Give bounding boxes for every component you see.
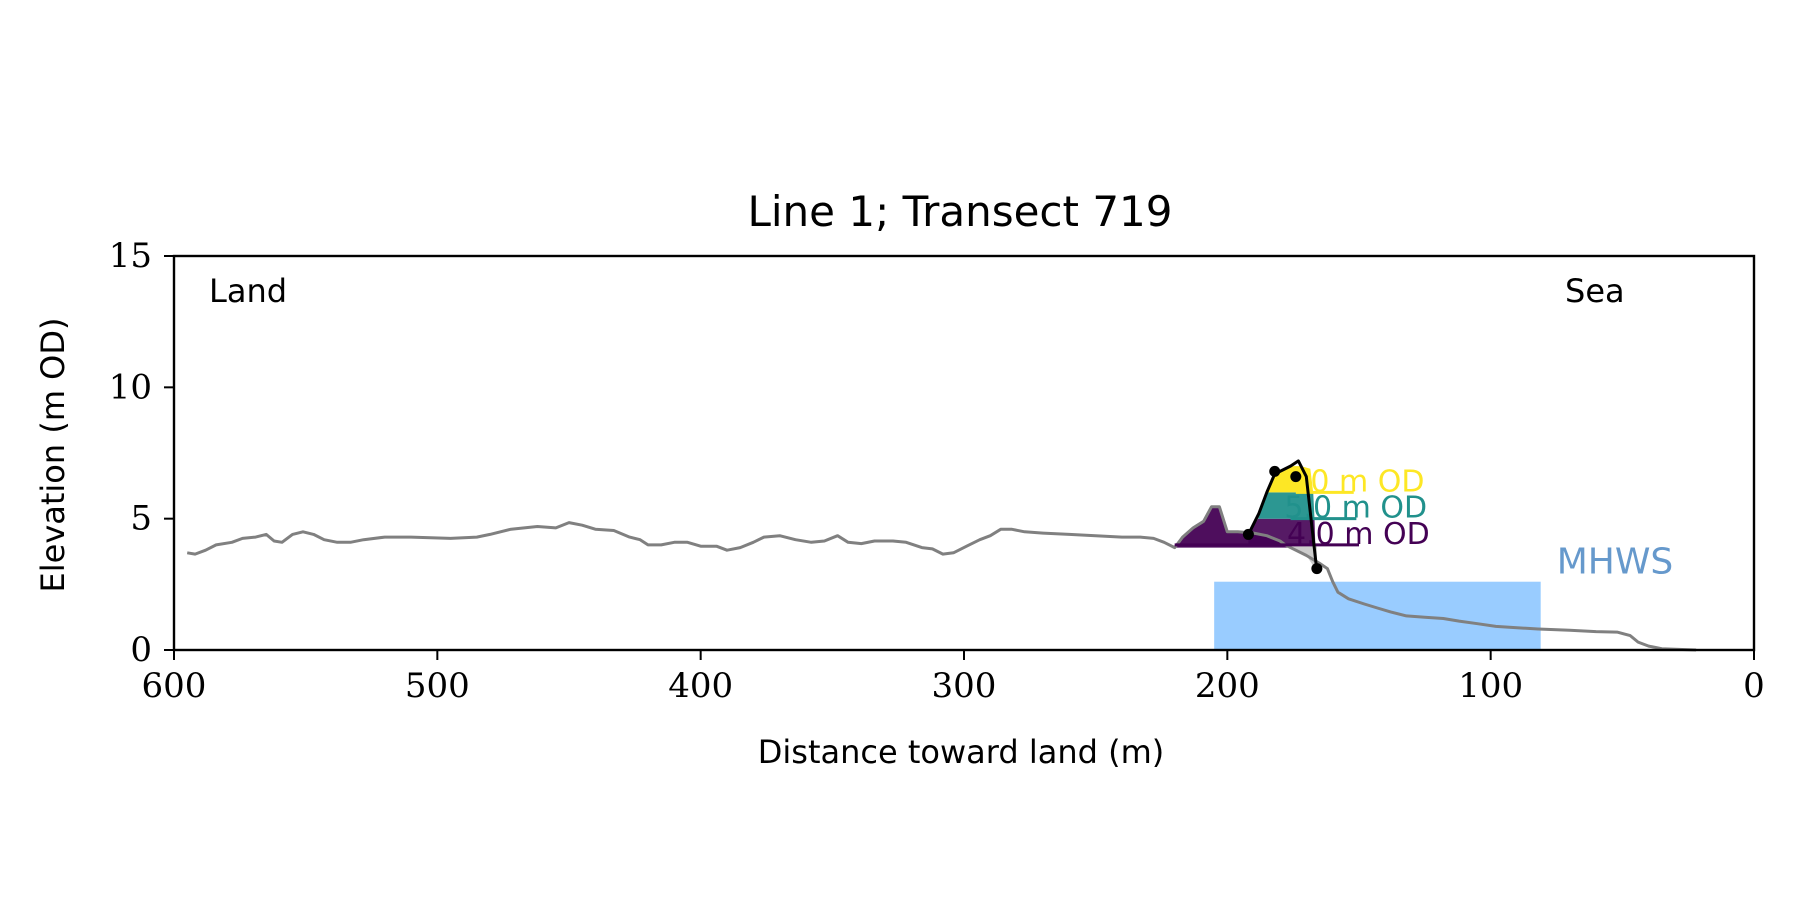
mhws-fill [1214, 581, 1541, 650]
x-tick-label-0: 0 [1743, 666, 1765, 706]
dune-marker-2 [1269, 465, 1281, 477]
x-axis-label: Distance toward land (m) [758, 733, 1164, 771]
chart-title: Line 1; Transect 719 [747, 187, 1172, 236]
dune-marker-4 [1311, 563, 1323, 575]
y-axis-label: Elevation (m OD) [34, 318, 72, 593]
y-tick-label-15: 15 [109, 236, 152, 276]
x-tick-label-500: 500 [405, 666, 470, 706]
cut-fill [1285, 544, 1317, 572]
dune-marker-3 [1290, 471, 1302, 483]
profile-line [186, 505, 1697, 652]
axes: 600 500 400 300 200 100 0 0 5 10 15 [109, 236, 1765, 706]
mhws-label: MHWS [1557, 542, 1674, 583]
dune-marker-1 [1242, 528, 1254, 540]
band-fill-4m [1248, 518, 1316, 545]
x-tick-label-300: 300 [932, 666, 997, 706]
dune-outline [1247, 459, 1319, 572]
x-tick-label-400: 400 [668, 666, 733, 706]
x-tick-label-600: 600 [142, 666, 207, 706]
y-tick-label-10: 10 [109, 367, 152, 407]
y-tick-label-0: 0 [130, 630, 152, 670]
y-tick-label-5: 5 [130, 499, 152, 539]
x-tick-label-100: 100 [1458, 666, 1523, 706]
sea-label: Sea [1565, 272, 1625, 310]
x-tick-label-200: 200 [1195, 666, 1260, 706]
land-label: Land [209, 272, 287, 310]
band-fill-5m [1258, 492, 1315, 519]
